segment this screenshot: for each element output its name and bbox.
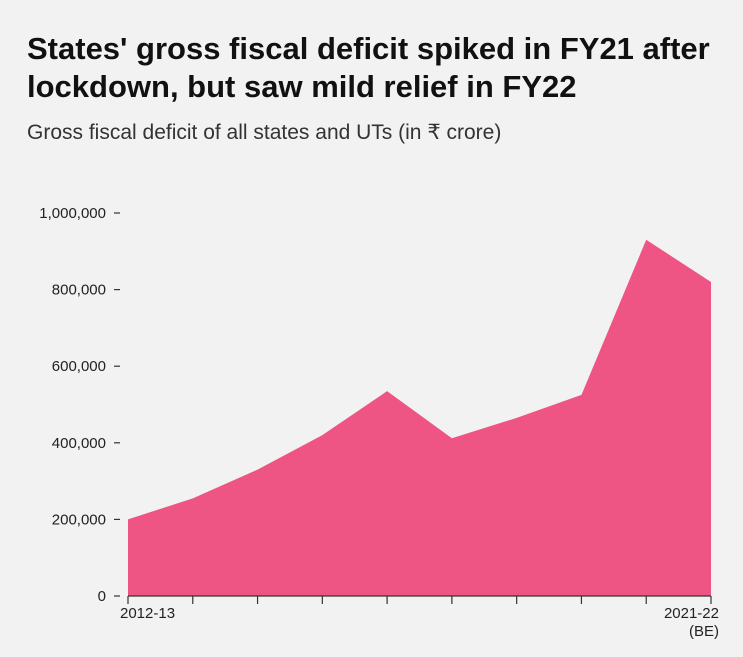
y-tick-label: 0 bbox=[98, 588, 106, 605]
y-tick-label: 800,000 bbox=[52, 282, 106, 299]
x-tick-label: (BE) bbox=[689, 623, 719, 640]
y-tick-label: 1,000,000 bbox=[39, 205, 106, 222]
y-tick-label: 200,000 bbox=[52, 511, 106, 528]
y-tick-label: 400,000 bbox=[52, 435, 106, 452]
plot-area bbox=[127, 239, 712, 596]
y-tick-label: 600,000 bbox=[52, 358, 106, 375]
chart-subtitle: Gross fiscal deficit of all states and U… bbox=[27, 121, 502, 144]
x-tick-label: 2021-22 bbox=[664, 605, 719, 622]
x-tick-label: 2012-13 bbox=[120, 605, 175, 622]
x-axis: 2012-13 2021-22(BE) bbox=[120, 595, 719, 640]
area-series-0 bbox=[128, 239, 711, 596]
y-axis: 0 200,000 400,000 600,000 800,000 1,000,000 bbox=[39, 205, 120, 605]
chart-title: States' gross fiscal deficit spiked in F… bbox=[27, 31, 710, 104]
